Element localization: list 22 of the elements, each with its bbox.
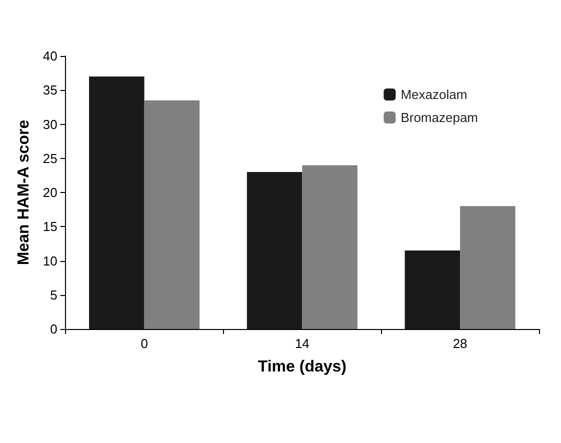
y-tick-label: 5 [50, 287, 58, 302]
bar [89, 76, 144, 329]
bar [144, 100, 200, 329]
bar [404, 250, 460, 329]
bar [246, 172, 302, 329]
x-tick-label: 0 [140, 336, 148, 351]
y-tick-label: 30 [42, 116, 58, 132]
y-tick-label: 40 [42, 48, 58, 64]
y-tick-label: 10 [42, 253, 58, 268]
y-tick-label: 25 [42, 150, 58, 166]
bar [302, 165, 358, 329]
bar [460, 206, 516, 329]
legend-label: Bromazepam [400, 110, 478, 125]
legend-label: Mexazolam [400, 87, 468, 102]
x-tick-label: 28 [452, 336, 468, 351]
x-tick-label: 14 [294, 336, 310, 351]
y-axis-title: Mean HAM-A score [16, 120, 32, 266]
y-tick-label: 20 [42, 185, 58, 200]
y-tick-label: 0 [50, 322, 58, 336]
y-tick-label: 15 [42, 219, 58, 234]
x-axis-title: Time (days) [258, 358, 346, 376]
y-tick-label: 35 [42, 82, 58, 98]
